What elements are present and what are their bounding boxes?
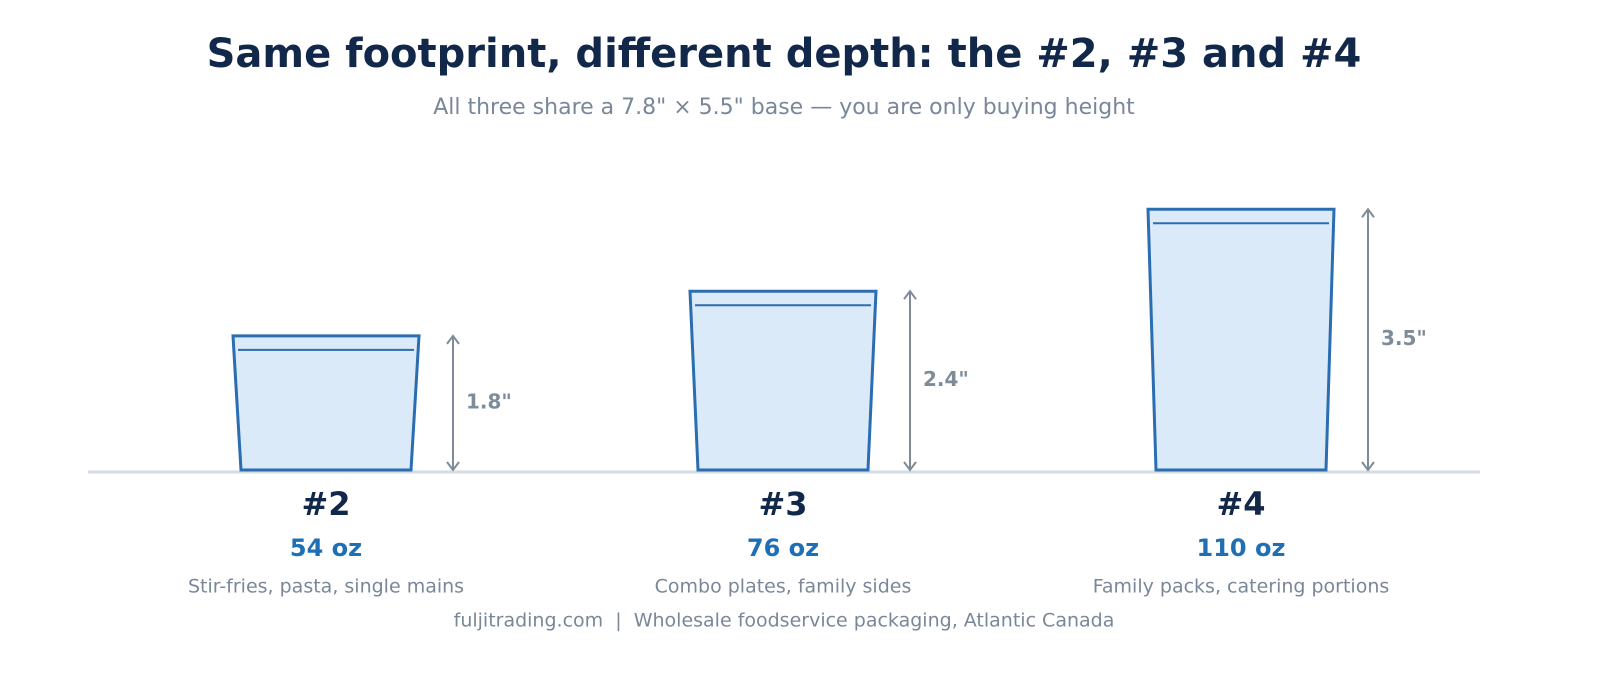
container bbox=[1146, 207, 1336, 472]
height-label: 1.8" bbox=[466, 389, 512, 413]
description: Combo plates, family sides bbox=[655, 576, 912, 598]
height-label: 3.5" bbox=[1381, 326, 1427, 350]
container-name: #4 bbox=[1216, 485, 1265, 523]
capacity: 76 oz bbox=[747, 534, 819, 562]
arrow-head bbox=[1361, 207, 1375, 218]
description: Family packs, catering portions bbox=[1093, 576, 1390, 598]
arrow-head bbox=[446, 334, 460, 345]
container bbox=[688, 289, 878, 472]
footer: fuljitrading.com | Wholesale foodservice… bbox=[454, 610, 1115, 632]
title: Same footprint, different depth: the #2,… bbox=[207, 31, 1362, 77]
container bbox=[231, 334, 421, 472]
arrow-head bbox=[903, 289, 917, 300]
container-name: #3 bbox=[758, 485, 807, 523]
arrow-head bbox=[903, 461, 917, 472]
arrow-head bbox=[1361, 461, 1375, 472]
capacity: 110 oz bbox=[1197, 534, 1286, 562]
container-name: #2 bbox=[301, 485, 350, 523]
arrow-head bbox=[446, 461, 460, 472]
description: Stir-fries, pasta, single mains bbox=[188, 576, 464, 598]
capacity: 54 oz bbox=[290, 534, 362, 562]
height-label: 2.4" bbox=[923, 367, 969, 391]
subtitle: All three share a 7.8" × 5.5" base — you… bbox=[433, 95, 1135, 120]
